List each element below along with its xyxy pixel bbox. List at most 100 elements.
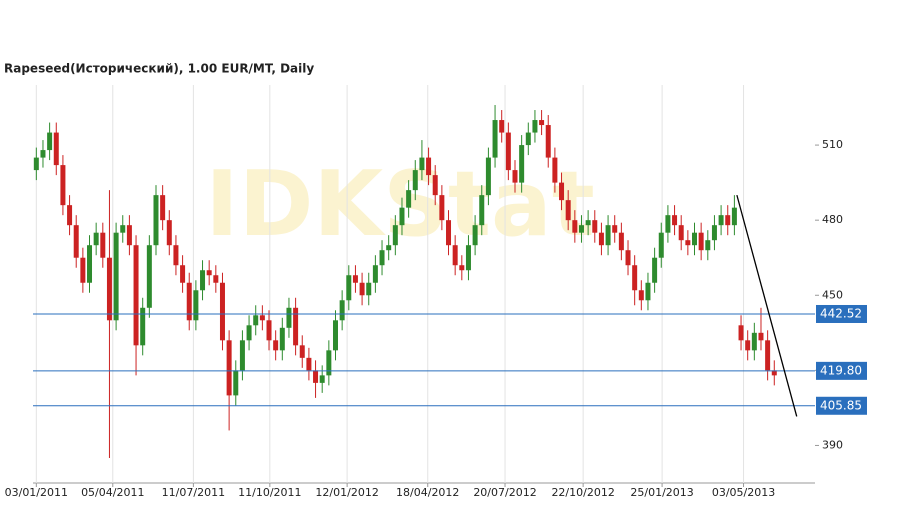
candle-body — [419, 157, 425, 171]
x-tick-label: 11/10/2011 — [238, 486, 301, 499]
candle-body — [452, 245, 458, 266]
candle-body — [87, 245, 93, 283]
candle-body — [133, 245, 139, 346]
candle-body — [472, 225, 478, 246]
candle-body — [259, 315, 265, 321]
candle-body — [711, 225, 717, 241]
candle-body — [512, 170, 518, 183]
candle-body — [532, 120, 538, 133]
candle-body — [140, 307, 146, 346]
candle-body — [366, 282, 372, 296]
candle-body — [406, 190, 412, 208]
candle-body — [745, 340, 751, 351]
candle-body — [638, 290, 644, 301]
level-label-box — [816, 396, 867, 415]
candle-body — [505, 132, 511, 171]
candle-body — [219, 282, 225, 341]
candle-body — [313, 370, 319, 383]
candle-body — [598, 232, 604, 246]
candle-body — [60, 165, 66, 206]
candle-body — [226, 340, 232, 396]
candle-body — [625, 250, 631, 266]
candle-body — [359, 282, 365, 296]
candle-body — [399, 207, 405, 226]
candle-body — [106, 257, 112, 321]
watermark: IDKStat — [205, 152, 595, 257]
candle-body — [559, 182, 565, 201]
candle-body — [465, 245, 471, 271]
candle-body — [173, 245, 179, 266]
candle-body — [113, 232, 119, 321]
candle-body — [552, 157, 558, 183]
candle-body — [293, 307, 299, 346]
candle-body — [206, 270, 212, 276]
candle-body — [299, 345, 305, 358]
candle-body — [392, 225, 398, 246]
candle-body — [751, 332, 757, 351]
candle-body — [120, 225, 126, 233]
x-tick-label: 03/01/2011 — [5, 486, 68, 499]
candle-body — [186, 282, 192, 321]
candle-body — [372, 265, 378, 283]
candle-body — [678, 225, 684, 241]
candle-body — [485, 157, 491, 196]
candle-body — [645, 282, 651, 301]
candle-body — [765, 340, 771, 371]
candle-body — [705, 240, 711, 251]
candle-body — [239, 340, 245, 371]
candle-body — [758, 332, 764, 341]
candle-body — [306, 357, 312, 371]
candle-body — [605, 225, 611, 246]
candle-body — [386, 245, 392, 251]
candle-body — [253, 315, 259, 326]
candle-body — [213, 275, 219, 283]
candle-body — [326, 350, 332, 376]
candle-body — [166, 220, 172, 246]
candle-body — [592, 220, 598, 233]
candle-body — [618, 232, 624, 251]
candle-body — [439, 195, 445, 221]
candle-body — [519, 145, 525, 183]
candle-body — [652, 257, 658, 283]
candle-body — [200, 270, 206, 291]
candle-body — [578, 225, 584, 233]
candle-body — [93, 232, 99, 246]
candle-body — [279, 327, 285, 351]
level-label: 405.85 — [820, 398, 862, 412]
candle-body — [412, 170, 418, 191]
x-tick-label: 12/01/2012 — [315, 486, 378, 499]
candle-body — [545, 125, 551, 158]
candle-body — [67, 205, 73, 226]
y-tick-label: 450 — [822, 288, 843, 301]
candle-body — [738, 325, 744, 341]
candle-body — [346, 275, 352, 301]
x-tick-label: 22/10/2012 — [551, 486, 614, 499]
candle-body — [266, 320, 272, 341]
candle-body — [332, 320, 338, 351]
candle-body — [492, 120, 498, 158]
level-label-box — [816, 361, 867, 380]
candle-body — [193, 290, 199, 321]
candle-body — [698, 232, 704, 251]
candle-body — [379, 250, 385, 266]
candle-body — [572, 220, 578, 233]
x-tick-label: 25/01/2013 — [630, 486, 693, 499]
candle-body — [725, 215, 731, 226]
candle-body — [459, 265, 465, 271]
candle-body — [565, 200, 571, 221]
candle-body — [432, 175, 438, 196]
candle-body — [718, 215, 724, 226]
candle-body — [33, 157, 39, 171]
candle-body — [426, 157, 432, 176]
candle-body — [499, 120, 505, 133]
candle-body — [126, 225, 132, 246]
candle-body — [771, 370, 777, 376]
candle-body — [339, 300, 345, 321]
candle-body — [180, 265, 186, 283]
level-label: 442.52 — [820, 306, 862, 320]
level-label-box — [816, 304, 867, 323]
candle-body — [80, 257, 86, 283]
x-tick-label: 03/05/2013 — [712, 486, 775, 499]
candle-body — [146, 245, 152, 308]
y-tick-label: 510 — [822, 138, 843, 151]
